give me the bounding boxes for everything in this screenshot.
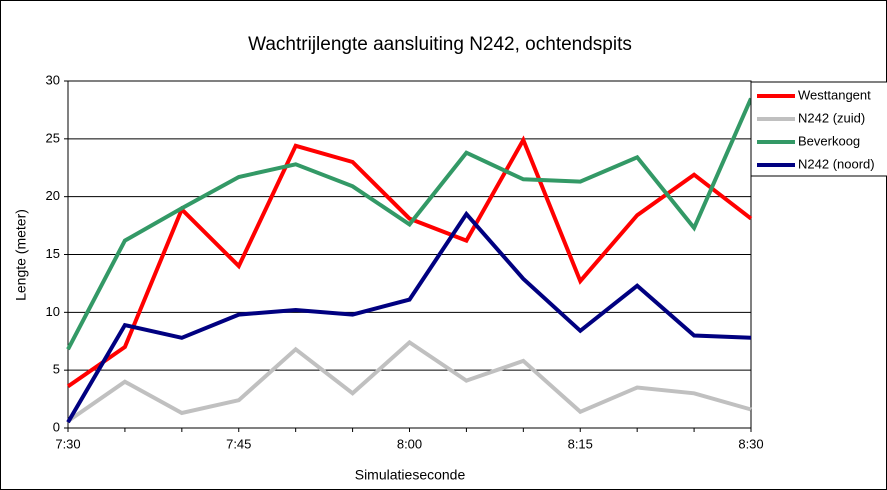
chart-title: Wachtrijlengte aansluiting N242, ochtend… (248, 34, 632, 55)
y-tick-label: 5 (53, 362, 60, 377)
y-axis-label: Lengte (meter) (13, 209, 29, 301)
plot-border (67, 80, 752, 429)
x-tick-label: 7:45 (226, 436, 251, 451)
y-tick-label: 10 (46, 304, 60, 319)
x-tick-label: 8:00 (397, 436, 422, 451)
series-line (66, 339, 752, 423)
legend-label: N242 (noord) (798, 156, 875, 171)
y-tick-label: 15 (46, 246, 60, 261)
y-tick-label: 20 (46, 188, 60, 203)
x-tick-label: 8:30 (738, 436, 763, 451)
y-tick-label: 0 (53, 419, 60, 434)
series-line (66, 97, 753, 351)
y-tick-label: 30 (46, 72, 60, 87)
x-axis-label: Simulatieseconde (355, 467, 466, 483)
legend-label: Westtangent (798, 87, 871, 102)
legend-label: Beverkoog (798, 133, 860, 148)
x-tick-label: 8:15 (568, 436, 593, 451)
y-tick-label: 25 (46, 130, 60, 145)
legend-label: N242 (zuid) (798, 110, 865, 125)
series-line (66, 210, 752, 424)
x-tick-label: 7:30 (55, 436, 80, 451)
